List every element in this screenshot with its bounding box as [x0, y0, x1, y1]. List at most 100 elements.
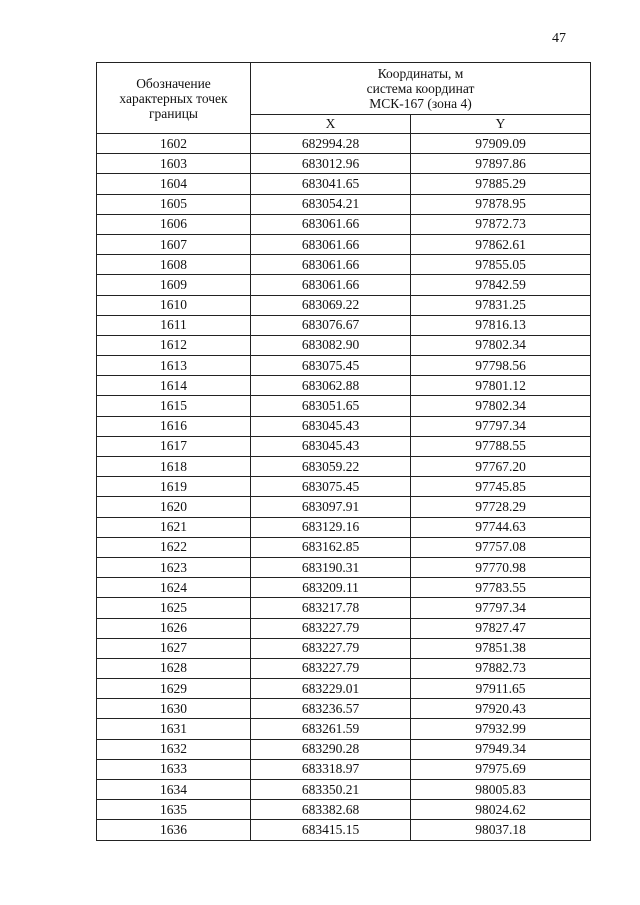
y-coordinate-cell: 97975.69	[409, 758, 592, 781]
point-id-cell: 1604	[96, 173, 251, 195]
table-row: 1624 683209.11 97783.55	[96, 577, 592, 599]
table-row: 1613 683075.45 97798.56	[96, 355, 592, 377]
y-coordinate-cell: 97885.29	[409, 173, 592, 195]
y-coordinate-cell: 97767.20	[409, 455, 592, 478]
y-coordinate-cell: 97872.73	[409, 213, 592, 235]
x-coordinate-cell: 683069.22	[250, 294, 411, 316]
y-coordinate-cell: 97797.34	[409, 415, 592, 437]
table-row: 1634 683350.21 98005.83	[96, 778, 592, 801]
table-row: 1621 683129.16 97744.63	[96, 516, 592, 538]
x-coordinate-cell: 683209.11	[250, 577, 411, 599]
table-row: 1629 683229.01 97911.65	[96, 678, 592, 700]
x-coordinate-cell: 683350.21	[250, 778, 411, 801]
point-id-cell: 1627	[96, 637, 251, 659]
y-coordinate-cell: 97788.55	[409, 435, 592, 458]
y-coordinate-cell: 98024.62	[409, 799, 592, 821]
x-coordinate-cell: 683382.68	[250, 799, 411, 821]
x-coordinate-cell: 683261.59	[250, 718, 411, 740]
table-row: 1608 683061.66 97855.05	[96, 254, 592, 276]
point-id-cell: 1629	[96, 678, 251, 700]
point-id-cell: 1616	[96, 415, 251, 437]
coords-label-line2: система координат	[366, 81, 475, 96]
y-coordinate-cell: 97932.99	[409, 718, 592, 740]
table-row: 1615 683051.65 97802.34	[96, 395, 592, 417]
x-coordinate-cell: 683061.66	[250, 254, 411, 276]
table-row: 1619 683075.45 97745.85	[96, 476, 592, 498]
x-coordinate-cell: 683061.66	[250, 213, 411, 235]
x-coordinate-cell: 682994.28	[250, 132, 411, 155]
x-coordinate-cell: 683012.96	[250, 153, 411, 175]
point-id-cell: 1636	[96, 819, 251, 841]
y-coordinate-cell: 97897.86	[409, 153, 592, 175]
y-column-header: Y	[409, 114, 592, 134]
y-coordinate-cell: 98005.83	[409, 778, 592, 801]
table-row: 1609 683061.66 97842.59	[96, 274, 592, 296]
table-row: 1636 683415.15 98037.18	[96, 819, 592, 841]
point-id-cell: 1634	[96, 778, 251, 801]
x-coordinate-cell: 683062.88	[250, 375, 411, 397]
point-id-cell: 1626	[96, 617, 251, 639]
table-row: 1627 683227.79 97851.38	[96, 637, 592, 659]
x-coordinate-cell: 683236.57	[250, 698, 411, 720]
x-coordinate-cell: 683045.43	[250, 415, 411, 437]
table-row: 1635 683382.68 98024.62	[96, 799, 592, 821]
y-coordinate-cell: 97728.29	[409, 496, 592, 518]
y-coordinate-cell: 97911.65	[409, 678, 592, 700]
table-row: 1602 682994.28 97909.09	[96, 132, 592, 155]
point-id-cell: 1633	[96, 758, 251, 781]
table-row: 1622 683162.85 97757.08	[96, 536, 592, 558]
x-coordinate-cell: 683290.28	[250, 738, 411, 760]
x-coordinate-cell: 683227.79	[250, 657, 411, 680]
y-coordinate-cell: 97798.56	[409, 355, 592, 377]
point-id-cell: 1614	[96, 375, 251, 397]
y-coordinate-cell: 97909.09	[409, 132, 592, 155]
x-coordinate-cell: 683162.85	[250, 536, 411, 558]
coordinates-table: Обозначение характерных точек границы Ко…	[96, 62, 592, 841]
x-coordinate-cell: 683415.15	[250, 819, 411, 841]
table-row: 1628 683227.79 97882.73	[96, 657, 592, 680]
y-coordinate-cell: 97744.63	[409, 516, 592, 538]
table-row: 1617 683045.43 97788.55	[96, 435, 592, 458]
point-id-cell: 1625	[96, 597, 251, 619]
y-coordinate-cell: 97831.25	[409, 294, 592, 316]
x-coordinate-cell: 683061.66	[250, 274, 411, 296]
table-row: 1620 683097.91 97728.29	[96, 496, 592, 518]
point-id-cell: 1606	[96, 213, 251, 235]
x-coordinate-cell: 683129.16	[250, 516, 411, 538]
x-coordinate-cell: 683217.78	[250, 597, 411, 619]
table-row: 1631 683261.59 97932.99	[96, 718, 592, 740]
point-id-cell: 1615	[96, 395, 251, 417]
y-coordinate-cell: 97878.95	[409, 193, 592, 215]
point-id-cell: 1607	[96, 233, 251, 256]
point-id-cell: 1608	[96, 254, 251, 276]
x-coordinate-cell: 683097.91	[250, 496, 411, 518]
point-id-cell: 1622	[96, 536, 251, 558]
table-row: 1612 683082.90 97802.34	[96, 334, 592, 357]
coordinates-column-header: Координаты, м система координат МСК-167 …	[249, 62, 592, 115]
x-coordinate-cell: 683045.43	[250, 435, 411, 458]
y-coordinate-cell: 97745.85	[409, 476, 592, 498]
table-row: 1623 683190.31 97770.98	[96, 556, 592, 579]
point-id-cell: 1602	[96, 132, 251, 155]
x-coordinate-cell: 683051.65	[250, 395, 411, 417]
y-coordinate-cell: 97797.34	[409, 597, 592, 619]
table-row: 1606 683061.66 97872.73	[96, 213, 592, 235]
table-row: 1610 683069.22 97831.25	[96, 294, 592, 316]
x-coordinate-cell: 683075.45	[250, 355, 411, 377]
y-coordinate-cell: 97801.12	[409, 375, 592, 397]
x-coordinate-cell: 683061.66	[250, 233, 411, 256]
x-coordinate-cell: 683318.97	[250, 758, 411, 781]
y-coordinate-cell: 97920.43	[409, 698, 592, 720]
y-coordinate-cell: 97783.55	[409, 577, 592, 599]
x-coordinate-cell: 683075.45	[250, 476, 411, 498]
y-coordinate-cell: 97816.13	[409, 314, 592, 336]
point-id-cell: 1605	[96, 193, 251, 215]
table-row: 1616 683045.43 97797.34	[96, 415, 592, 437]
y-coordinate-cell: 97802.34	[409, 334, 592, 357]
point-column-header: Обозначение характерных точек границы	[96, 62, 251, 134]
point-id-cell: 1611	[96, 314, 251, 336]
x-coordinate-cell: 683227.79	[250, 637, 411, 659]
y-coordinate-cell: 98037.18	[409, 819, 592, 841]
table-row: 1605 683054.21 97878.95	[96, 193, 592, 215]
y-coordinate-cell: 97855.05	[409, 254, 592, 276]
